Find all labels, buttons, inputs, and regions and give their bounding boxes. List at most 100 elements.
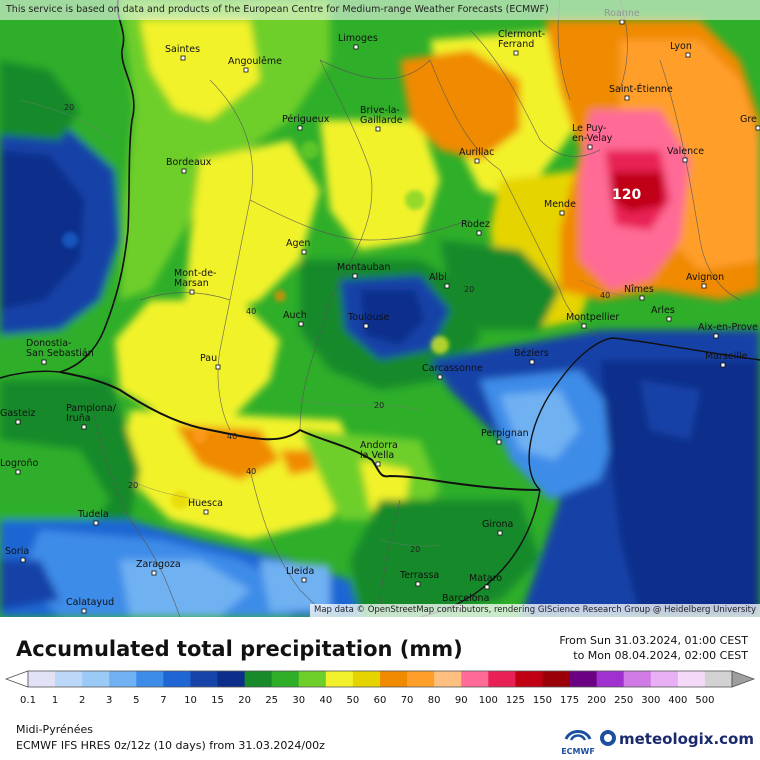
city-label: Arles [651,305,675,316]
city-label: Gre [740,114,757,125]
scale-label: 150 [532,695,552,706]
city-label: Marseille [705,351,748,362]
city-label: Pamplona/Iruña [66,403,117,424]
city-marker [81,424,87,430]
precipitation-field [0,0,760,617]
forecast-period: From Sun 31.03.2024, 01:00 CEST to Mon 0… [559,633,748,663]
contour-label: 40 [246,467,256,476]
scale-label: 3 [106,695,113,706]
scale-swatch [596,671,625,687]
city-marker [203,509,209,515]
period-from: From Sun 31.03.2024, 01:00 CEST [559,634,748,647]
scale-swatch [271,671,300,687]
scale-swatch [55,671,83,687]
scale-swatch [650,671,679,687]
city-label: Montauban [337,262,390,273]
city-label: Pau [200,353,217,364]
city-label: Barcelona [442,593,489,604]
scale-label: 200 [587,695,607,706]
scale-label: 30 [292,695,306,706]
city-marker [353,44,359,50]
city-marker [243,67,249,73]
city-label: Angoulême [228,56,282,67]
city-marker [215,364,221,370]
city-marker [701,283,707,289]
scale-swatch [542,671,570,687]
city-marker [93,520,99,526]
city-label: Huesca [188,498,223,509]
scale-swatch [28,671,56,687]
city-marker [352,273,358,279]
city-label: Andorra la Vella [360,440,398,461]
city-label: Avignon [686,272,724,283]
scale-swatch [569,671,598,687]
city-label: Limoges [338,33,378,44]
scale-swatch [380,671,408,687]
chart-title: Accumulated total precipitation (mm) [16,637,463,661]
city-marker [682,157,688,163]
city-marker [666,316,672,322]
legend-panel: Accumulated total precipitation (mm) Fro… [0,617,760,760]
city-label: Montpellier [566,312,619,323]
scale-swatch [461,671,489,687]
contour-label: 20 [64,103,74,112]
city-label: Le Puy-en-Velay [572,123,613,144]
region-borders [89,0,741,617]
scale-swatch [244,671,273,687]
city-label: Soria [5,546,29,557]
city-marker [581,323,587,329]
scale-label: 0.1 [20,695,36,706]
scale-arrow-low [4,670,29,688]
city-label: Carcassonne [422,363,483,374]
city-marker [20,557,26,563]
contour-label: 20 [464,285,474,294]
scale-swatch [325,671,354,687]
scale-swatch [298,671,327,687]
scale-swatch [163,671,191,687]
meteologix-text: meteologix.com [619,730,754,748]
city-label: Girona [482,519,513,530]
city-label: Logroño [0,458,38,469]
contour-label: 20 [410,545,420,554]
city-label: Auch [283,310,307,321]
city-marker [444,283,450,289]
city-marker [375,461,381,467]
period-to: to Mon 08.04.2024, 02:00 CEST [573,649,748,662]
scale-label: 500 [695,695,715,706]
city-label: Mont-de-Marsan [174,268,217,289]
scale-swatch [109,671,137,687]
meteologix-logo[interactable]: meteologix.com [600,730,754,748]
scale-label: 80 [427,695,441,706]
city-label: Lleida [286,566,314,577]
scale-label: 40 [319,695,333,706]
city-marker [497,530,503,536]
scale-label: 25 [265,695,279,706]
contour-label-group: 20 40 40 40 20 20 20 20 40 [64,103,610,554]
city-label: Nîmes [624,284,654,295]
city-label: Béziers [514,348,549,359]
city-label: Aix-en-Prove [698,322,758,333]
city-label: Zaragoza [136,559,181,570]
city-marker [301,249,307,255]
city-label: Perpignan [481,428,529,439]
city-marker [639,295,645,301]
model-info: ECMWF IFS HRES 0z/12z (10 days) from 31.… [16,739,325,752]
contour-lines [19,99,641,547]
scale-swatch [677,671,706,687]
ecmwf-logo-text: ECMWF [561,747,595,756]
scale-label: 20 [238,695,251,706]
city-marker [474,158,480,164]
contour-label: 40 [246,307,256,316]
contour-label: 20 [374,401,384,410]
ecmwf-logo: ECMWF [560,725,596,757]
atlantic-coastline [0,0,135,379]
city-label: Saint-Étienne [609,83,673,95]
city-marker [529,359,535,365]
scale-swatch [515,671,543,687]
scale-label: 100 [478,695,498,706]
city-label: Donostia-San Sebastián [26,338,94,359]
city-marker [496,439,502,445]
scale-arrow-high [731,670,756,688]
city-label: Aurillac [459,147,494,158]
city-label: Calatayud [66,597,114,608]
